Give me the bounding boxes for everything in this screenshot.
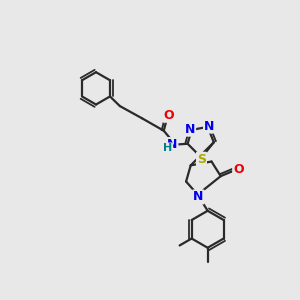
- Text: O: O: [164, 109, 175, 122]
- Text: S: S: [197, 153, 206, 166]
- Text: N: N: [204, 120, 214, 133]
- Text: N: N: [185, 123, 195, 136]
- Text: N: N: [167, 138, 177, 151]
- Text: H: H: [163, 143, 172, 153]
- Text: N: N: [193, 190, 204, 203]
- Text: O: O: [233, 164, 244, 176]
